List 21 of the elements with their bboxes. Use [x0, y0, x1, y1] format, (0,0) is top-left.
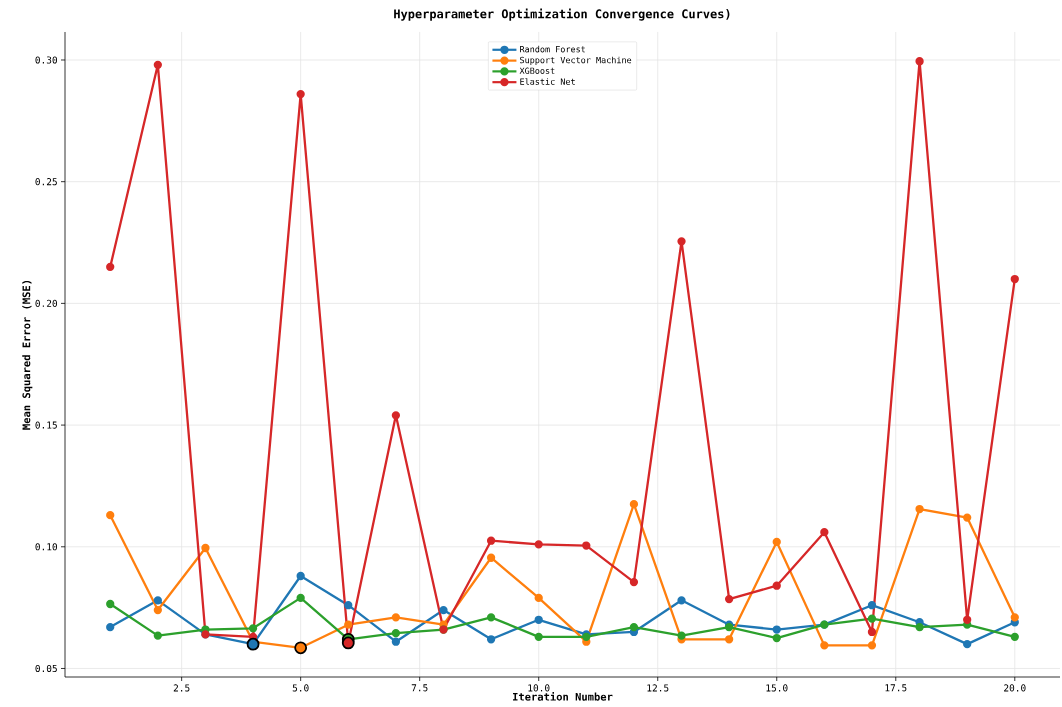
y-axis-title: Mean Squared Error (MSE) [22, 280, 33, 430]
chart-title: Hyperparameter Optimization Convergence Curves) [394, 8, 730, 21]
x-tick-label: 2.5 [173, 684, 190, 692]
x-axis-title: Iteration Number [513, 692, 613, 701]
x-tick-label: 12.5 [647, 684, 669, 692]
x-tick-label: 7.5 [411, 684, 428, 692]
y-tick-label: 0.05 [35, 664, 57, 673]
legend-label: XGBoost [519, 67, 555, 74]
x-tick-label: 20.0 [1004, 684, 1026, 692]
y-tick-label: 0.10 [35, 543, 58, 551]
legend-label: Elastic Net [520, 78, 575, 85]
legend-label: Random Forest [520, 45, 585, 53]
x-tick-label: 5.0 [292, 684, 309, 692]
y-tick-label: 0.15 [35, 421, 57, 429]
y-tick-label: 0.20 [35, 299, 58, 307]
x-tick-label: 17.5 [885, 684, 907, 692]
y-tick-label: 0.30 [35, 56, 58, 64]
legend-label: Support Vector Machine [520, 56, 632, 65]
x-tick-label: 10.0 [528, 684, 550, 692]
y-tick-label: 0.25 [35, 178, 57, 186]
x-tick-label: 15.0 [766, 684, 788, 692]
